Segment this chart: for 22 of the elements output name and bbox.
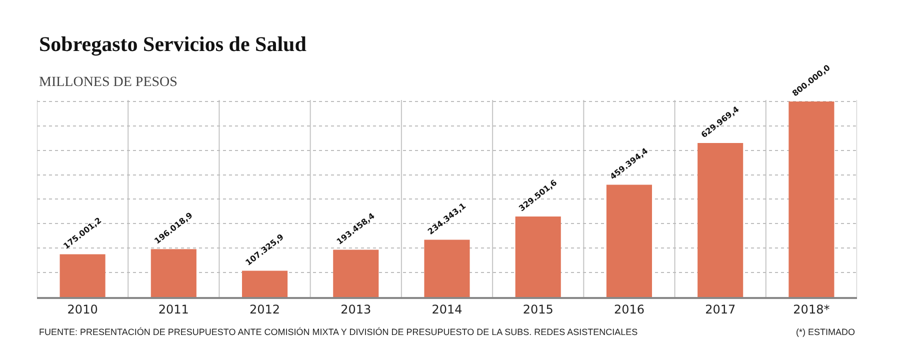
bar	[788, 101, 834, 297]
x-tick-label: 2011	[158, 302, 189, 316]
bar	[515, 216, 561, 297]
bar	[333, 250, 379, 297]
x-tick-label: 2016	[614, 302, 644, 316]
x-tick-label: 2014	[432, 302, 462, 316]
chart-subtitle: MILLONES DE PESOS	[39, 75, 178, 90]
x-tick-label: 2012	[250, 302, 280, 316]
bar	[606, 184, 652, 297]
bar	[242, 270, 288, 297]
x-tick-label: 2015	[522, 302, 554, 316]
source-note: FUENTE: PRESENTACIÓN DE PRESUPUESTO ANTE COMISIÓN MIXTA Y DIVISIÓN DE PRESUPUESTO DE LA SUBS. REDES ASISTENCIALES	[39, 327, 638, 337]
bar	[60, 254, 106, 297]
bar	[424, 240, 470, 297]
x-tick-label: 2018*	[793, 302, 830, 316]
x-tick-label: 2010	[67, 302, 98, 316]
bar	[150, 249, 196, 297]
chart-title: Sobregasto Servicios de Salud	[39, 32, 307, 56]
bar	[698, 143, 744, 297]
text: (*) ESTIMADO	[796, 327, 856, 337]
x-tick-label: 2013	[340, 302, 372, 316]
x-tick-label: 2017	[705, 302, 736, 316]
